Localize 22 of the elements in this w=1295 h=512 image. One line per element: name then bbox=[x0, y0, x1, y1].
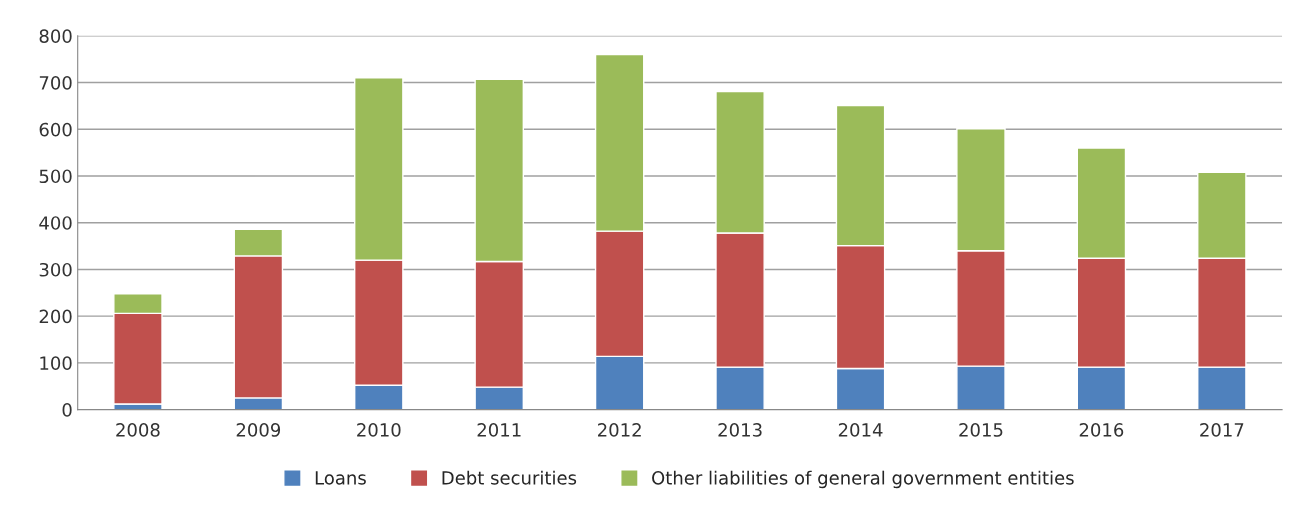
y-tick-label: 500 bbox=[39, 169, 72, 184]
x-tick-label: 2013 bbox=[718, 423, 762, 437]
x-tick-label: 2016 bbox=[1079, 423, 1124, 437]
x-tick-label: 2009 bbox=[236, 423, 281, 437]
y-tick-label: 800 bbox=[39, 29, 72, 43]
legend-label: Debt securities bbox=[442, 470, 577, 485]
legend-label: Loans bbox=[315, 471, 366, 485]
y-tick-label: 100 bbox=[40, 356, 72, 370]
x-tick-label: 2014 bbox=[838, 423, 883, 437]
x-tick-label: 2017 bbox=[1200, 423, 1244, 437]
y-tick-label: 700 bbox=[39, 76, 72, 90]
y-tick-label: 0 bbox=[62, 403, 72, 417]
y-tick-label: 200 bbox=[39, 309, 72, 324]
y-tick-label: 300 bbox=[39, 262, 72, 277]
legend-label: Other liabilities of general government entities bbox=[652, 470, 1074, 489]
x-tick-label: 2012 bbox=[598, 423, 641, 437]
y-tick-label: 400 bbox=[39, 216, 72, 230]
x-tick-label: 2015 bbox=[959, 423, 1003, 437]
x-tick-label: 2010 bbox=[357, 423, 401, 437]
x-tick-label: 2008 bbox=[116, 423, 160, 437]
y-tick-label: 600 bbox=[39, 122, 72, 137]
x-tick-label: 2011 bbox=[477, 423, 521, 437]
